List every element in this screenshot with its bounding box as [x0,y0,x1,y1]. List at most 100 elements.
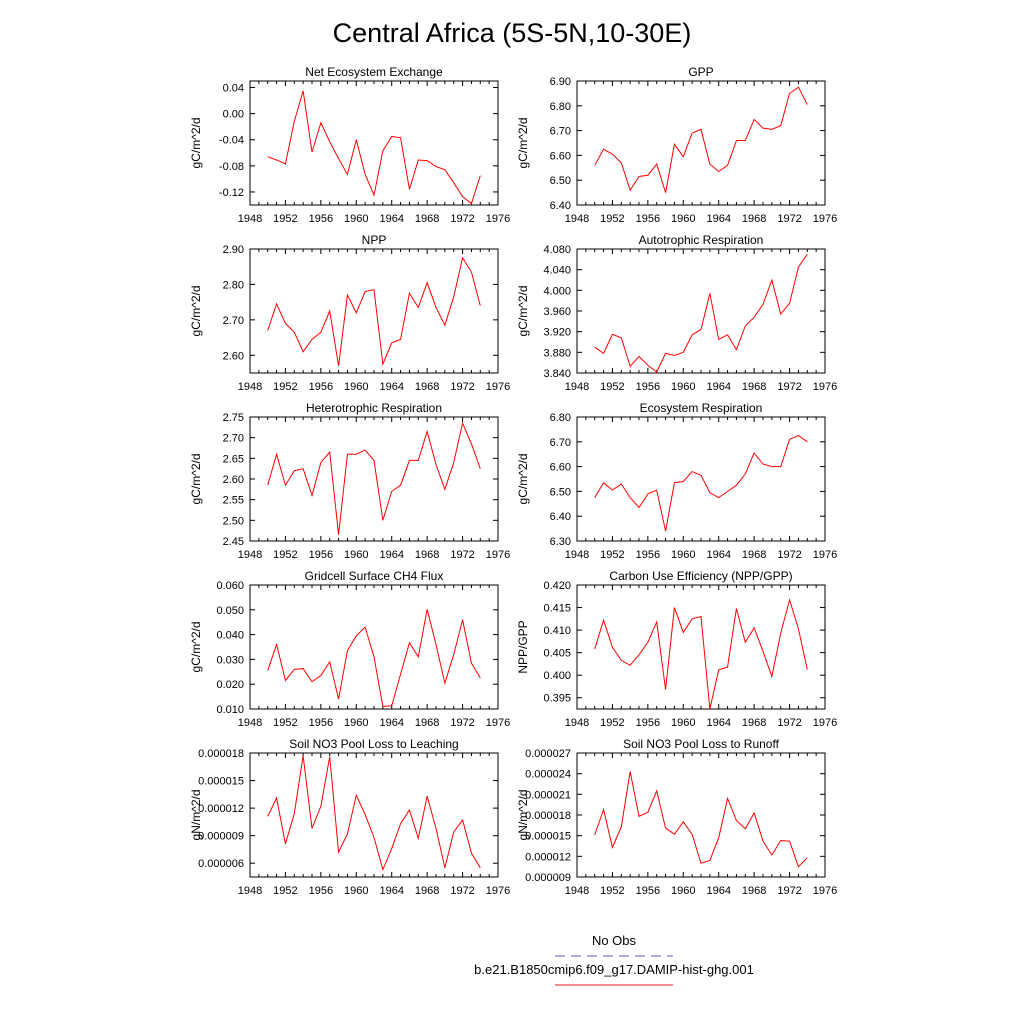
x-tick-label: 1952 [273,717,297,729]
y-tick-label: 0.000024 [525,769,571,781]
y-tick-label: 0.00 [223,109,244,121]
y-tick-label: 6.80 [550,412,571,424]
plot-frame [576,752,826,878]
chart-title: Autotrophic Respiration [639,233,764,247]
plot-frame [576,248,826,374]
x-tick-label: 1948 [565,717,589,729]
series-line [267,421,481,535]
y-tick-label: 0.000015 [525,831,571,843]
y-axis-label: NPP/GPP [516,620,530,673]
x-tick-label: 1964 [379,717,403,729]
y-tick-label: 2.90 [223,244,244,256]
plot-frame [576,584,826,710]
y-tick-label: 3.960 [543,306,571,318]
x-tick-label: 1948 [565,549,589,561]
x-tick-label: 1972 [777,885,801,897]
y-tick-label: 6.50 [550,486,571,498]
x-tick-label: 1972 [777,381,801,393]
series-line [594,253,808,373]
x-tick-label: 1964 [706,549,730,561]
y-tick-label: 6.30 [550,536,571,548]
x-tick-label: 1972 [777,213,801,225]
chart-panel: Soil NO3 Pool Loss to Leaching gN/m^2/d 19… [189,737,510,897]
legend-label-model: b.e21.B1850cmip6.f09_g17.DAMIP-hist-ghg.… [474,962,754,977]
x-tick-label: 1972 [450,381,474,393]
panel-grid: Net Ecosystem Exchange gC/m^2/d 1948 1952 19… [189,65,837,897]
y-tick-label: 4.040 [543,265,571,277]
y-tick-label: 0.000027 [525,748,571,760]
x-tick-label: 1960 [671,885,695,897]
x-tick-label: 1960 [344,717,368,729]
y-axis-label: gC/m^2/d [189,118,203,169]
y-tick-label: 0.000018 [198,748,244,760]
plot-frame [249,80,499,206]
x-tick-label: 1948 [565,213,589,225]
x-tick-label: 1956 [636,213,660,225]
legend-label-obs: No Obs [592,933,637,948]
series-line [267,755,481,872]
x-tick-label: 1956 [309,717,333,729]
y-axis-label: gN/m^2/d [189,790,203,841]
y-tick-label: 6.60 [550,150,571,162]
chart-title: Soil NO3 Pool Loss to Leaching [289,737,458,751]
x-tick-label: 1960 [671,717,695,729]
plot-frame [249,416,499,542]
x-tick-label: 1968 [415,549,439,561]
y-tick-label: 6.40 [550,511,571,523]
x-tick-label: 1948 [238,549,262,561]
x-tick-label: 1956 [636,381,660,393]
y-axis-label: gC/m^2/d [189,286,203,337]
y-tick-label: 3.880 [543,347,571,359]
x-tick-label: 1968 [742,213,766,225]
chart-panel: Gridcell Surface CH4 Flux gC/m^2/d 1948 195… [189,569,510,729]
chart-title: GPP [688,65,713,79]
x-tick-label: 1964 [706,213,730,225]
series-line [594,86,808,193]
x-tick-label: 1972 [450,717,474,729]
plot-frame [249,584,499,710]
y-axis-label: gN/m^2/d [516,790,530,841]
x-tick-label: 1976 [813,885,837,897]
y-tick-label: 6.70 [550,126,571,138]
x-tick-label: 1960 [344,213,368,225]
x-tick-label: 1960 [344,381,368,393]
y-tick-label: 0.420 [543,580,571,592]
chart-panel: Net Ecosystem Exchange gC/m^2/d 1948 1952 19… [189,65,510,225]
x-tick-label: 1952 [273,885,297,897]
x-tick-label: 1976 [486,213,510,225]
x-tick-label: 1976 [813,549,837,561]
y-axis-label: gC/m^2/d [189,622,203,673]
chart-panel: Soil NO3 Pool Loss to Runoff gN/m^2/d 1948… [516,737,837,897]
y-axis-label: gC/m^2/d [516,118,530,169]
y-tick-label: 2.60 [223,350,244,362]
x-tick-label: 1976 [813,717,837,729]
y-tick-label: 0.040 [216,630,244,642]
x-tick-label: 1960 [344,549,368,561]
y-tick-label: 0.000012 [198,803,244,815]
x-tick-label: 1952 [600,213,624,225]
x-tick-label: 1976 [486,549,510,561]
x-tick-label: 1972 [450,549,474,561]
series-line [594,771,808,868]
y-tick-label: 6.60 [550,462,571,474]
y-tick-label: 2.70 [223,315,244,327]
x-tick-label: 1964 [706,717,730,729]
x-tick-label: 1948 [238,885,262,897]
x-tick-label: 1948 [238,717,262,729]
x-tick-label: 1960 [344,885,368,897]
x-tick-label: 1976 [813,381,837,393]
y-tick-label: 2.55 [223,495,244,507]
y-tick-label: 0.400 [543,670,571,682]
chart-title: Gridcell Surface CH4 Flux [305,569,444,583]
y-tick-label: 2.60 [223,474,244,486]
x-tick-label: 1964 [379,213,403,225]
series-line [594,598,808,710]
x-tick-label: 1964 [706,381,730,393]
y-tick-label: 2.45 [223,536,244,548]
x-tick-label: 1960 [671,549,695,561]
x-tick-label: 1968 [415,717,439,729]
x-tick-label: 1976 [486,381,510,393]
y-tick-label: 0.04 [223,83,244,95]
y-tick-label: -0.12 [219,187,244,199]
x-tick-label: 1956 [636,717,660,729]
